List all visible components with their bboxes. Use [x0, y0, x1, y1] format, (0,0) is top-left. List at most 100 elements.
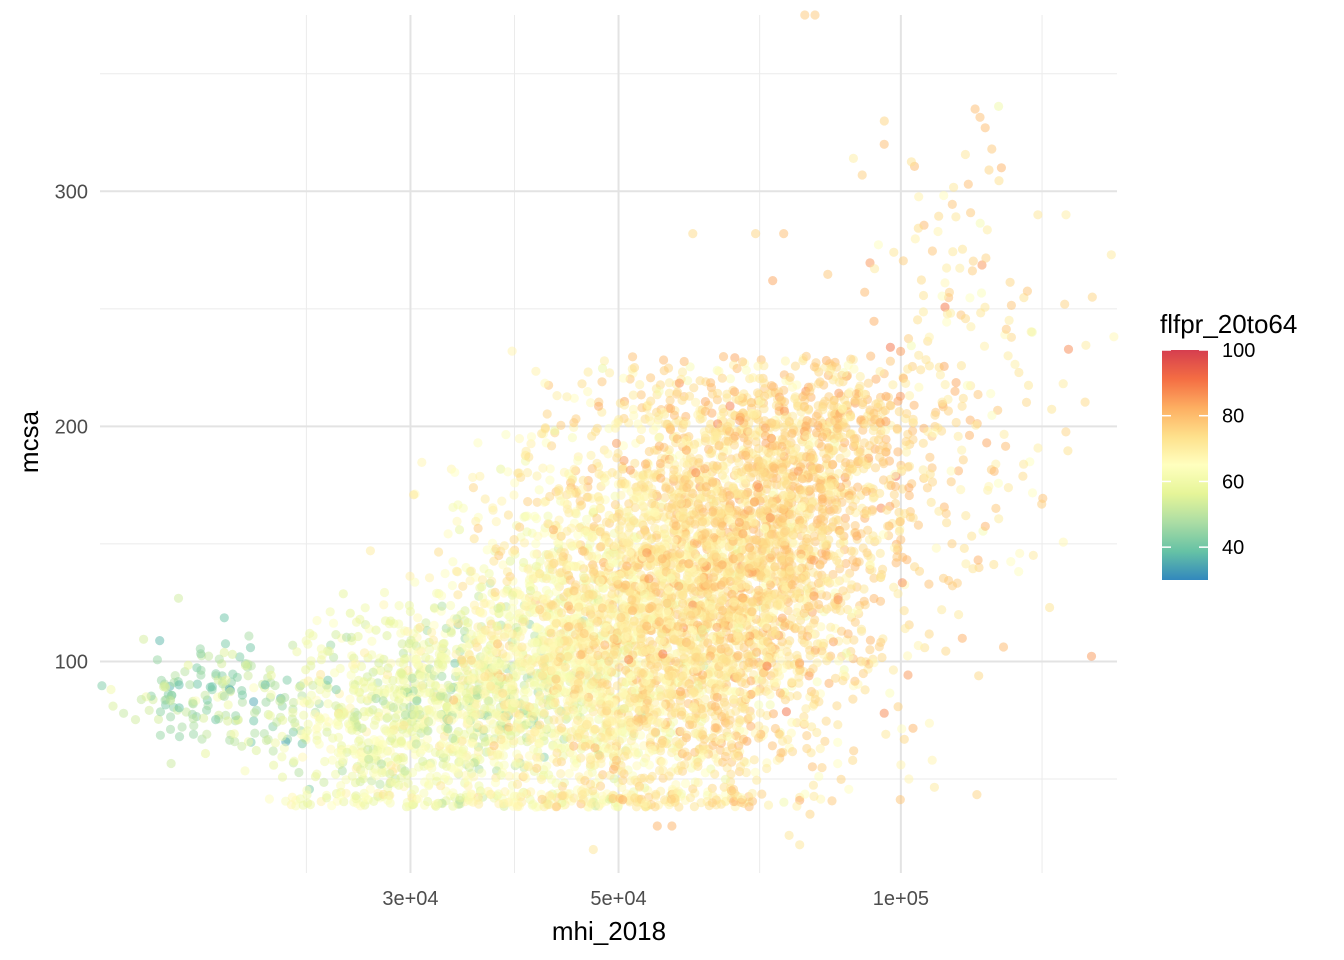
data-point — [488, 503, 498, 513]
data-point — [540, 378, 550, 388]
data-point — [326, 744, 336, 754]
data-point — [573, 678, 583, 688]
data-point — [573, 530, 583, 540]
data-point — [636, 570, 646, 580]
data-point — [359, 677, 369, 687]
data-point — [486, 681, 496, 691]
data-point — [383, 712, 393, 722]
data-point — [608, 558, 618, 568]
data-point — [801, 704, 811, 714]
data-point — [448, 801, 458, 811]
data-point — [619, 455, 629, 466]
data-point — [506, 730, 516, 741]
data-point — [833, 720, 843, 730]
data-point — [288, 640, 298, 650]
data-point — [885, 688, 895, 698]
data-point — [755, 708, 766, 718]
data-point — [722, 393, 732, 403]
data-point — [630, 686, 640, 696]
data-point — [548, 525, 559, 535]
data-point — [559, 497, 570, 507]
data-point — [475, 659, 485, 670]
data-point — [685, 720, 695, 730]
data-point — [321, 689, 331, 699]
data-point — [563, 601, 574, 611]
data-point — [571, 414, 581, 424]
data-point — [580, 788, 590, 798]
data-point — [204, 651, 214, 661]
data-point — [499, 760, 509, 770]
data-point — [565, 562, 575, 572]
data-point — [816, 622, 826, 632]
data-point — [551, 618, 561, 628]
data-point — [349, 712, 359, 722]
data-point — [754, 700, 764, 710]
data-point — [277, 752, 287, 762]
data-point — [630, 747, 640, 757]
data-point — [849, 746, 859, 756]
data-point — [227, 649, 237, 660]
data-point — [559, 467, 570, 477]
data-point — [617, 516, 627, 526]
data-point — [908, 723, 918, 733]
data-point — [710, 769, 720, 779]
data-point — [327, 801, 337, 811]
data-point — [469, 600, 479, 610]
data-point — [289, 756, 299, 766]
data-point — [693, 761, 703, 772]
data-point — [130, 715, 141, 725]
data-point — [370, 715, 381, 725]
data-point — [532, 497, 542, 507]
data-point — [316, 669, 326, 680]
data-point — [333, 732, 344, 743]
data-point — [249, 697, 259, 707]
data-point — [636, 424, 647, 435]
data-point — [569, 793, 579, 803]
data-point — [159, 682, 169, 692]
data-point — [535, 556, 545, 566]
data-point — [106, 684, 116, 695]
data-point — [480, 494, 490, 504]
data-point — [282, 675, 292, 685]
data-point — [223, 716, 233, 726]
data-point — [421, 652, 431, 662]
data-point — [219, 647, 229, 658]
data-point — [475, 583, 485, 593]
data-point — [458, 658, 468, 668]
data-point — [628, 352, 638, 362]
data-point — [543, 550, 553, 560]
data-point — [480, 625, 490, 635]
data-point — [442, 702, 452, 712]
data-point — [359, 766, 369, 777]
data-point — [231, 711, 241, 721]
data-point — [396, 736, 406, 746]
data-point — [779, 797, 789, 807]
data-point — [594, 401, 604, 411]
data-point — [219, 613, 229, 623]
data-point — [380, 616, 391, 626]
data-point — [629, 410, 639, 421]
data-point — [563, 622, 574, 632]
data-point — [595, 751, 605, 761]
data-point — [512, 669, 522, 679]
data-point — [515, 632, 525, 642]
data-point — [556, 769, 566, 779]
data-point — [499, 799, 509, 809]
data-point — [582, 719, 593, 730]
data-point — [155, 707, 166, 717]
data-point — [654, 433, 664, 443]
data-point — [219, 691, 229, 702]
data-point — [568, 750, 578, 760]
data-point — [585, 605, 595, 615]
data-point — [368, 667, 378, 677]
data-point — [605, 368, 615, 378]
data-point — [336, 712, 346, 722]
data-point — [490, 778, 501, 788]
data-point — [382, 687, 392, 697]
data-point — [493, 750, 503, 760]
data-point — [477, 575, 488, 585]
data-point — [270, 738, 280, 748]
data-point — [666, 794, 676, 804]
data-point — [502, 609, 512, 620]
data-point — [535, 683, 546, 694]
